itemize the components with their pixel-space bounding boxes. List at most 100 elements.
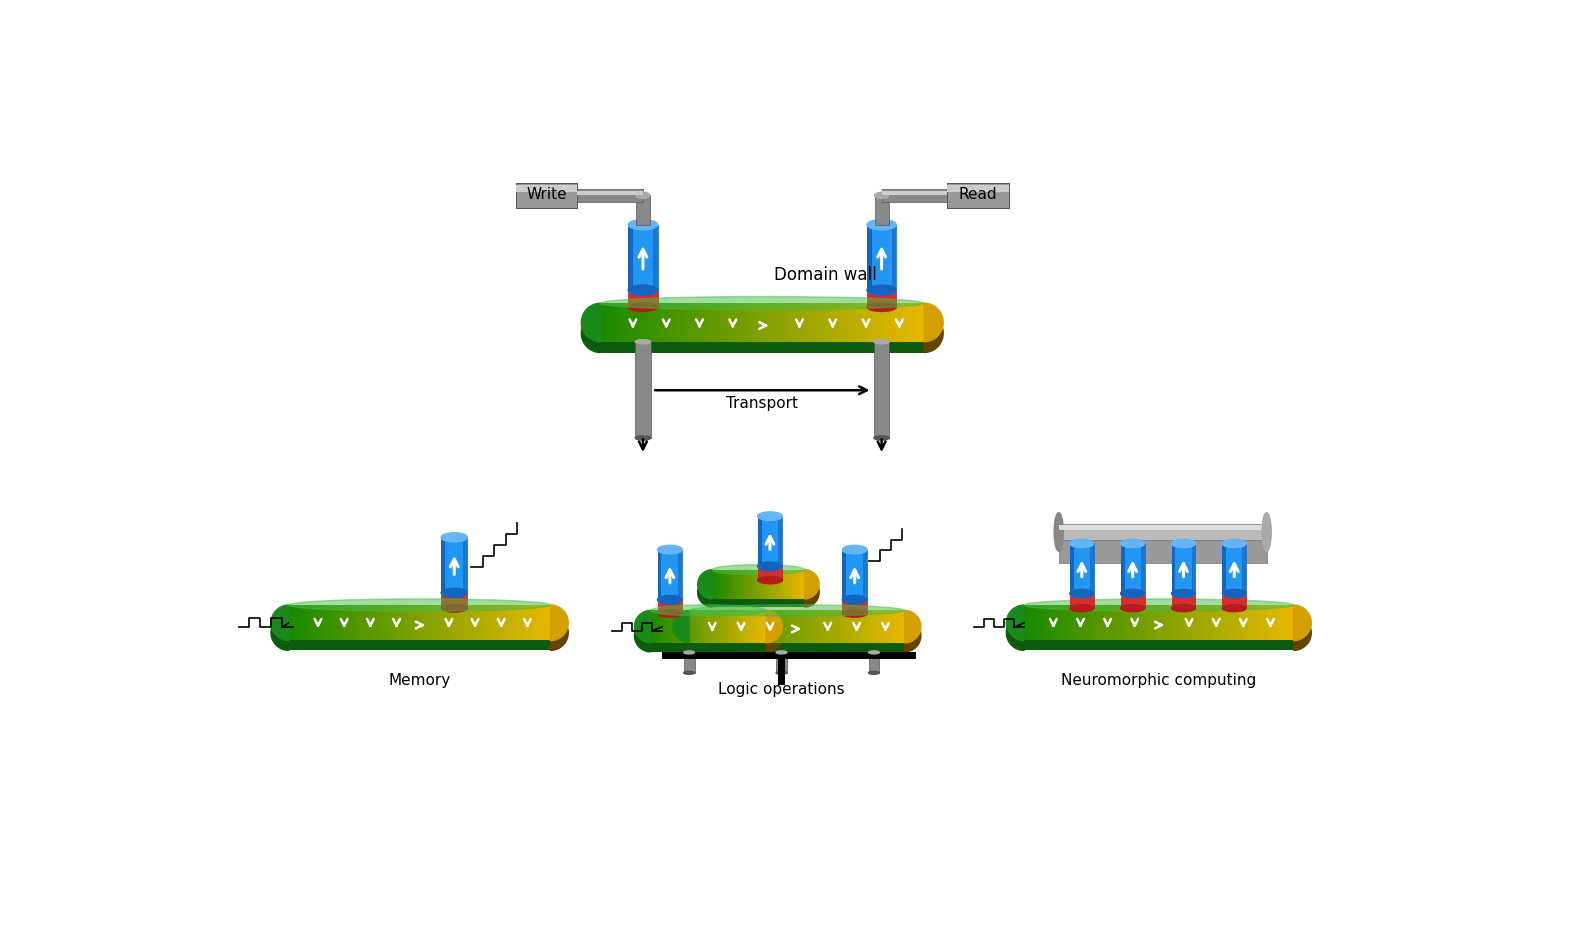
Ellipse shape — [650, 605, 766, 616]
Bar — [874, 342, 889, 438]
Ellipse shape — [1171, 539, 1195, 547]
Bar — [1069, 593, 1094, 609]
Bar — [837, 303, 838, 342]
Ellipse shape — [843, 595, 867, 604]
Bar — [441, 537, 446, 593]
Bar — [904, 303, 906, 342]
Bar — [816, 303, 818, 342]
Bar — [655, 303, 656, 342]
Bar — [719, 303, 721, 342]
Bar — [642, 303, 644, 342]
Text: Domain wall: Domain wall — [774, 266, 876, 284]
Bar — [652, 303, 653, 342]
Bar — [896, 303, 898, 342]
Bar — [706, 303, 708, 342]
Ellipse shape — [1171, 590, 1195, 597]
Bar — [617, 303, 619, 342]
Bar — [658, 303, 659, 342]
Ellipse shape — [441, 588, 468, 597]
Bar — [757, 303, 758, 342]
Text: Logic operations: Logic operations — [717, 682, 845, 697]
Bar — [807, 303, 809, 342]
Bar — [1024, 641, 1294, 650]
Bar — [868, 303, 870, 342]
Bar — [603, 303, 604, 342]
Polygon shape — [1294, 605, 1311, 641]
Bar — [771, 303, 772, 342]
Bar — [787, 303, 788, 342]
Bar — [758, 516, 782, 566]
Bar — [874, 303, 878, 342]
Bar — [634, 303, 636, 342]
Bar — [641, 303, 642, 342]
Bar — [675, 303, 677, 342]
Bar — [663, 303, 664, 342]
Bar — [885, 303, 887, 342]
Bar — [842, 303, 843, 342]
Polygon shape — [581, 303, 601, 342]
Bar — [609, 303, 611, 342]
Bar — [779, 653, 785, 685]
Polygon shape — [634, 620, 650, 652]
Ellipse shape — [685, 672, 694, 674]
Polygon shape — [766, 610, 782, 642]
Bar — [661, 303, 663, 342]
Bar — [867, 290, 896, 307]
Bar — [801, 303, 802, 342]
Bar — [628, 303, 630, 342]
Bar — [612, 303, 614, 342]
Bar — [633, 303, 634, 342]
Bar — [857, 303, 859, 342]
Bar — [749, 303, 750, 342]
Bar — [779, 516, 782, 566]
Bar — [856, 303, 857, 342]
Bar — [694, 303, 696, 342]
Bar — [1223, 544, 1247, 593]
Bar — [889, 303, 890, 342]
Bar — [653, 225, 658, 290]
Bar — [517, 185, 578, 192]
Bar — [840, 303, 842, 342]
Ellipse shape — [874, 340, 889, 344]
Bar — [882, 189, 947, 202]
Ellipse shape — [441, 533, 468, 542]
Bar — [805, 303, 807, 342]
Bar — [666, 303, 667, 342]
Ellipse shape — [441, 589, 468, 596]
Bar — [683, 303, 685, 342]
Bar — [750, 303, 752, 342]
Bar — [884, 303, 885, 342]
Bar — [862, 303, 864, 342]
Bar — [1141, 544, 1145, 593]
Ellipse shape — [1121, 605, 1145, 611]
Bar — [838, 303, 840, 342]
Bar — [779, 303, 780, 342]
Bar — [881, 303, 882, 342]
Bar — [818, 303, 820, 342]
Bar — [802, 303, 804, 342]
Bar — [915, 303, 917, 342]
Bar — [656, 303, 658, 342]
Ellipse shape — [758, 562, 782, 570]
Ellipse shape — [1171, 605, 1195, 611]
Bar — [628, 225, 658, 290]
Bar — [867, 225, 896, 290]
Ellipse shape — [658, 609, 683, 617]
Ellipse shape — [1223, 605, 1247, 611]
Bar — [711, 303, 713, 342]
Bar — [696, 303, 697, 342]
Bar — [911, 303, 912, 342]
Bar — [843, 303, 845, 342]
Ellipse shape — [1069, 590, 1094, 597]
Bar — [686, 303, 688, 342]
Bar — [799, 303, 801, 342]
Bar — [289, 641, 551, 650]
Bar — [713, 303, 714, 342]
Bar — [743, 303, 744, 342]
Bar — [1242, 544, 1247, 593]
Polygon shape — [904, 610, 922, 642]
Ellipse shape — [867, 285, 896, 295]
Bar — [630, 303, 631, 342]
Bar — [766, 303, 768, 342]
Bar — [832, 303, 834, 342]
